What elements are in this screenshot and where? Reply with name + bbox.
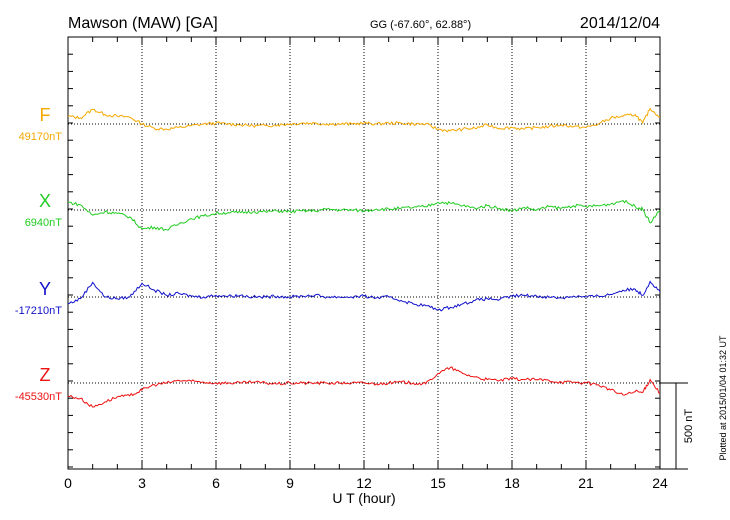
x-axis-label: U T (hour): [332, 490, 395, 506]
vertical-gridlines: [141, 37, 587, 469]
x-tick-label: 15: [430, 475, 446, 491]
series-baseline-label-z: -45530nT: [15, 391, 62, 403]
series-labels: F 49170nT X 6940nT Y -17210nT Z -45530nT: [15, 105, 62, 403]
scale-bar-label: 500 nT: [683, 409, 695, 444]
series-line-y: [67, 280, 661, 312]
series-line-z: [67, 366, 661, 408]
series-baseline-label-f: 49170nT: [19, 131, 63, 143]
x-tick-label: 21: [578, 475, 594, 491]
x-tick-label: 6: [212, 475, 220, 491]
axis-ticks: [67, 36, 661, 469]
series-name-y: Y: [39, 279, 51, 299]
series-baseline-label-y: -17210nT: [15, 305, 62, 317]
x-tick-labels: 0 3 6 9 12 15 18 21 24: [64, 475, 668, 491]
chart-date: 2014/12/04: [580, 15, 660, 32]
series-line-x: [68, 199, 661, 232]
series-name-f: F: [40, 105, 51, 125]
series-line-f: [67, 107, 661, 133]
x-tick-label: 9: [286, 475, 294, 491]
x-tick-label: 18: [504, 475, 520, 491]
series-baseline-label-x: 6940nT: [25, 217, 63, 229]
series-name-z: Z: [40, 365, 51, 385]
x-tick-label: 24: [652, 475, 668, 491]
station-title: Mawson (MAW) [GA]: [68, 15, 218, 32]
data-series: [67, 107, 661, 408]
x-tick-label: 0: [64, 475, 72, 491]
series-name-x: X: [39, 191, 51, 211]
station-coords: GG (-67.60°, 62.88°): [370, 19, 471, 31]
scale-bar: 500 nT: [660, 382, 695, 470]
x-tick-label: 3: [138, 475, 146, 491]
plotted-timestamp: Plotted at 2015/01/04 01:32 UT: [718, 335, 728, 461]
x-tick-label: 12: [356, 475, 372, 491]
